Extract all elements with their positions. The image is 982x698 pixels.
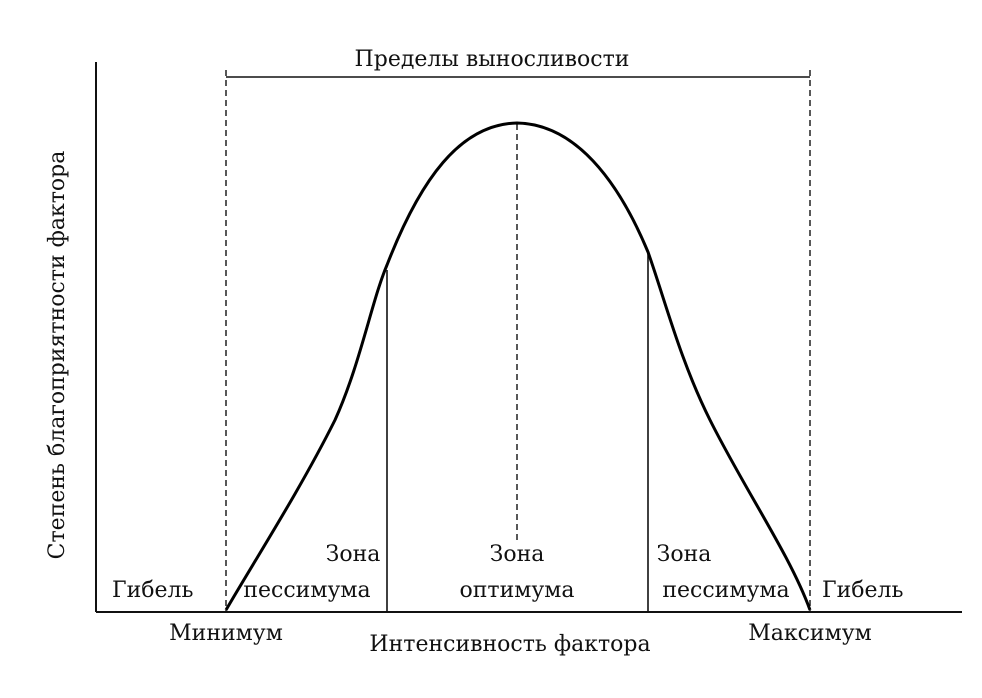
death-left-label: Гибель xyxy=(112,578,193,603)
maximum-label: Максимум xyxy=(748,621,872,646)
pessimum-right-line1: Зона xyxy=(657,542,712,567)
death-right-label: Гибель xyxy=(822,578,903,603)
optimum-line2: оптимума xyxy=(459,578,574,603)
x-axis-label: Интенсивность фактора xyxy=(369,632,650,657)
y-axis-label: Степень благоприятности фактора xyxy=(45,151,70,560)
pessimum-left-line2: пессимума xyxy=(243,578,370,603)
tolerance-curve xyxy=(224,121,812,611)
pessimum-left-line1: Зона xyxy=(326,542,381,567)
minimum-label: Минимум xyxy=(169,621,283,646)
tolerance-limits-label: Пределы выносливости xyxy=(355,47,630,72)
optimum-line1: Зона xyxy=(490,542,545,567)
pessimum-right-line2: пессимума xyxy=(662,578,789,603)
